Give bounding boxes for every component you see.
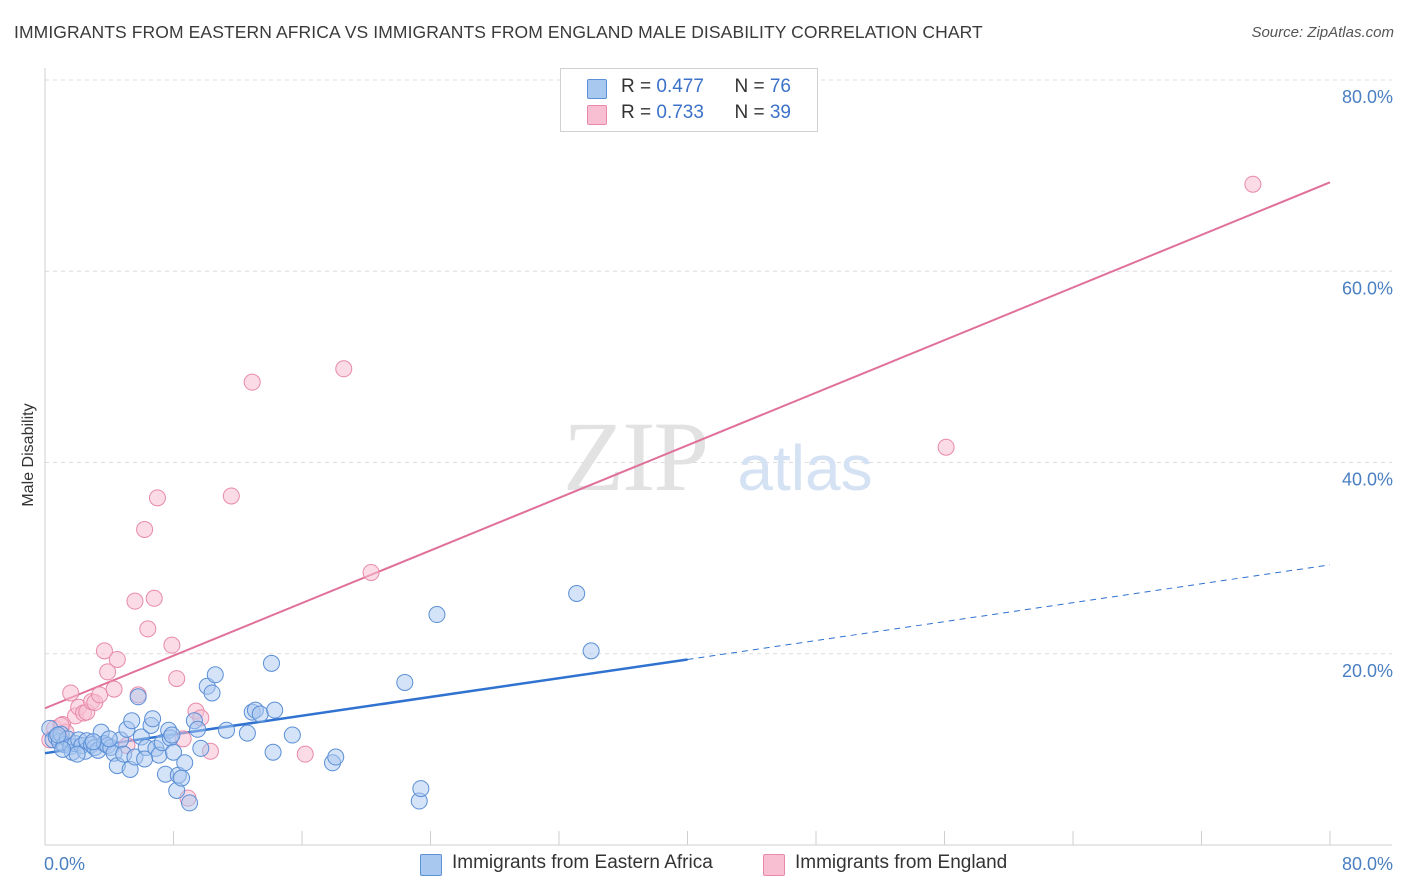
data-point-eastern-africa xyxy=(165,743,182,761)
data-point-england xyxy=(335,360,353,378)
data-point-england xyxy=(62,684,80,702)
data-point-eastern-africa xyxy=(181,794,199,812)
data-point-england xyxy=(362,563,380,581)
data-point-eastern-africa xyxy=(206,666,224,684)
legend-label: Immigrants from Eastern Africa xyxy=(452,852,713,873)
data-point-england xyxy=(95,642,113,660)
trend-line-eastern-africa-extension xyxy=(687,564,1331,660)
data-point-england xyxy=(139,620,157,638)
watermark-atlas: atlas xyxy=(737,432,872,504)
legend-r-label: R = xyxy=(621,102,657,123)
axes xyxy=(44,68,1392,846)
data-point-england xyxy=(148,489,166,507)
data-point-eastern-africa xyxy=(189,720,207,738)
watermark: ZIP atlas xyxy=(563,401,873,512)
data-point-england xyxy=(243,373,261,391)
correlation-legend: R = 0.477 N = 76 R = 0.733 N = 39 xyxy=(560,68,818,132)
data-point-england xyxy=(1244,175,1262,193)
data-point-eastern-africa xyxy=(100,730,118,748)
legend-n-label: N = xyxy=(734,102,770,123)
data-point-eastern-africa xyxy=(264,743,282,761)
y-tick-label: 60.0% xyxy=(1342,278,1393,298)
legend-n-value: 76 xyxy=(769,76,791,97)
data-point-england xyxy=(296,745,314,763)
y-tick-label: 80.0% xyxy=(1342,87,1393,107)
series-legend: Immigrants from Eastern Africa Immigrant… xyxy=(0,851,1406,877)
data-point-eastern-africa xyxy=(136,750,154,768)
trend-lines xyxy=(44,181,1331,755)
data-point-eastern-africa xyxy=(163,726,181,744)
legend-swatch-blue xyxy=(420,854,442,876)
data-point-eastern-africa xyxy=(144,710,162,728)
x-tick-label: 0.0% xyxy=(44,854,85,874)
watermark-zip: ZIP xyxy=(563,401,707,512)
legend-r-label: R = xyxy=(621,76,657,97)
data-point-eastern-africa xyxy=(203,684,221,702)
legend-n-value: 39 xyxy=(769,102,791,123)
data-point-england xyxy=(145,589,163,607)
data-point-eastern-africa xyxy=(54,740,72,758)
data-point-eastern-africa xyxy=(283,726,301,744)
legend-r-value: 0.733 xyxy=(656,102,704,123)
data-point-eastern-africa xyxy=(68,745,86,763)
data-point-eastern-africa xyxy=(262,654,280,672)
legend-swatch-blue xyxy=(587,79,607,99)
data-point-eastern-africa xyxy=(129,688,147,706)
chart-title: IMMIGRANTS FROM EASTERN AFRICA VS IMMIGR… xyxy=(14,22,983,42)
legend-swatch-pink xyxy=(587,105,607,125)
data-point-eastern-africa xyxy=(412,780,430,798)
series-eastern-africa-points xyxy=(41,585,600,812)
data-point-eastern-africa xyxy=(396,673,414,691)
legend-swatch-pink xyxy=(763,854,785,876)
x-tick-label: 80.0% xyxy=(1342,854,1393,874)
data-point-england xyxy=(136,520,154,538)
source-credit: Source: ZipAtlas.com xyxy=(1251,24,1394,41)
data-point-england xyxy=(163,636,181,654)
data-point-england xyxy=(126,592,144,610)
tick-labels: 20.0% 40.0% 60.0% 80.0% 0.0% 80.0% xyxy=(44,87,1393,874)
data-point-eastern-africa xyxy=(251,705,269,723)
legend-n-label: N = xyxy=(734,76,770,97)
data-point-england xyxy=(937,438,955,456)
trend-line-england xyxy=(44,181,1331,710)
data-point-eastern-africa xyxy=(266,701,284,719)
data-point-eastern-africa xyxy=(327,748,345,766)
data-point-eastern-africa xyxy=(176,754,194,772)
data-point-eastern-africa xyxy=(218,721,236,739)
data-point-eastern-africa xyxy=(49,726,67,744)
gridlines xyxy=(45,79,1392,655)
data-point-eastern-africa xyxy=(192,739,210,757)
data-point-eastern-africa xyxy=(84,733,102,751)
data-point-england xyxy=(168,670,186,688)
data-point-england xyxy=(99,663,117,681)
legend-label: Immigrants from England xyxy=(795,852,1008,873)
trend-line-eastern-africa xyxy=(44,658,688,755)
data-point-england xyxy=(105,680,123,698)
data-point-eastern-africa xyxy=(582,642,600,660)
data-point-england xyxy=(108,650,126,668)
data-point-eastern-africa xyxy=(568,585,586,603)
data-point-eastern-africa xyxy=(238,724,256,742)
data-point-eastern-africa xyxy=(173,769,191,787)
y-axis-label: Male Disability xyxy=(20,403,37,506)
data-point-england xyxy=(222,487,240,505)
data-point-eastern-africa xyxy=(123,712,141,730)
data-point-eastern-africa xyxy=(428,606,446,624)
y-tick-label: 40.0% xyxy=(1342,470,1393,490)
y-tick-label: 20.0% xyxy=(1342,661,1393,681)
data-point-england xyxy=(91,686,109,704)
legend-r-value: 0.477 xyxy=(656,76,704,97)
